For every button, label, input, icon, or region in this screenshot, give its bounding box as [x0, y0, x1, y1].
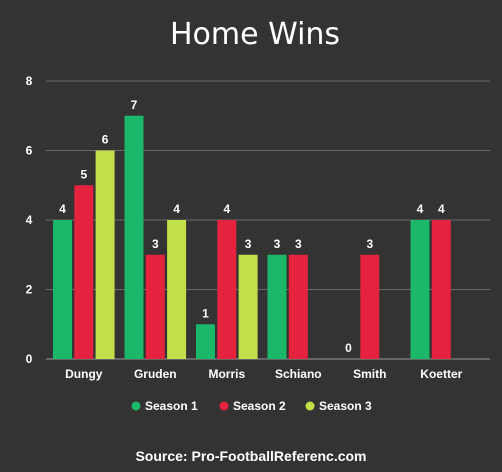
- bar-morris-3: [238, 254, 258, 359]
- bar-morris-1: [196, 324, 215, 359]
- x-category-label-gruden: Gruden: [134, 367, 177, 381]
- data-label-smith-2: 3: [366, 237, 373, 251]
- bar-smith-2: [360, 254, 380, 359]
- legend-swatch-season-1: [131, 401, 141, 411]
- data-label-smith-1: 0: [345, 341, 352, 355]
- bar-koetter-1: [410, 220, 430, 359]
- data-label-morris-3: 3: [245, 237, 252, 251]
- bar-dungy-3: [95, 150, 115, 359]
- data-label-schiano-2: 3: [295, 237, 302, 251]
- x-category-label-koetter: Koetter: [420, 367, 462, 381]
- data-label-dungy-3: 6: [102, 133, 109, 147]
- y-axis-ticks: 0 2 4 6 8: [26, 74, 33, 366]
- bar-gruden-1: [124, 115, 144, 359]
- x-category-label-smith: Smith: [353, 367, 386, 381]
- bar-koetter-2: [431, 220, 451, 359]
- source-caption: Source: Pro-FootballReferenc.com: [135, 448, 366, 464]
- chart-title: Home Wins: [170, 17, 340, 52]
- data-label-morris-2: 4: [223, 202, 230, 216]
- x-axis-categories: Dungy Gruden Morris Schiano Smith Koetter: [65, 367, 462, 381]
- legend-swatch-season-3: [305, 401, 315, 411]
- y-tick-label-4: 4: [26, 213, 33, 227]
- data-label-gruden-1: 7: [131, 98, 138, 112]
- data-label-koetter-1: 4: [417, 202, 424, 216]
- legend: Season 1 Season 2 Season 3: [131, 399, 372, 413]
- bar-gruden-2: [145, 254, 165, 359]
- bar-gruden-3: [167, 220, 187, 359]
- y-tick-label-2: 2: [26, 283, 33, 297]
- bar-morris-2: [217, 220, 237, 359]
- data-label-dungy-1: 4: [59, 202, 66, 216]
- x-category-label-schiano: Schiano: [275, 367, 322, 381]
- bar-schiano-1: [267, 254, 287, 359]
- legend-label-season-3: Season 3: [319, 399, 372, 413]
- bars: [53, 115, 451, 359]
- x-category-label-dungy: Dungy: [65, 367, 103, 381]
- y-tick-label-0: 0: [26, 352, 33, 366]
- legend-swatch-season-2: [219, 401, 229, 411]
- bar-schiano-2: [288, 254, 308, 359]
- data-label-schiano-1: 3: [274, 237, 281, 251]
- data-label-gruden-3: 4: [173, 202, 180, 216]
- x-category-label-morris: Morris: [208, 367, 245, 381]
- data-label-gruden-2: 3: [152, 237, 159, 251]
- bar-dungy-1: [53, 220, 72, 359]
- legend-label-season-2: Season 2: [233, 399, 286, 413]
- data-label-dungy-2: 5: [80, 167, 87, 181]
- y-tick-label-8: 8: [26, 74, 33, 88]
- legend-label-season-1: Season 1: [145, 399, 198, 413]
- bar-dungy-2: [74, 185, 94, 359]
- data-label-morris-1: 1: [202, 306, 209, 320]
- data-label-koetter-2: 4: [438, 202, 445, 216]
- y-tick-label-6: 6: [26, 144, 33, 158]
